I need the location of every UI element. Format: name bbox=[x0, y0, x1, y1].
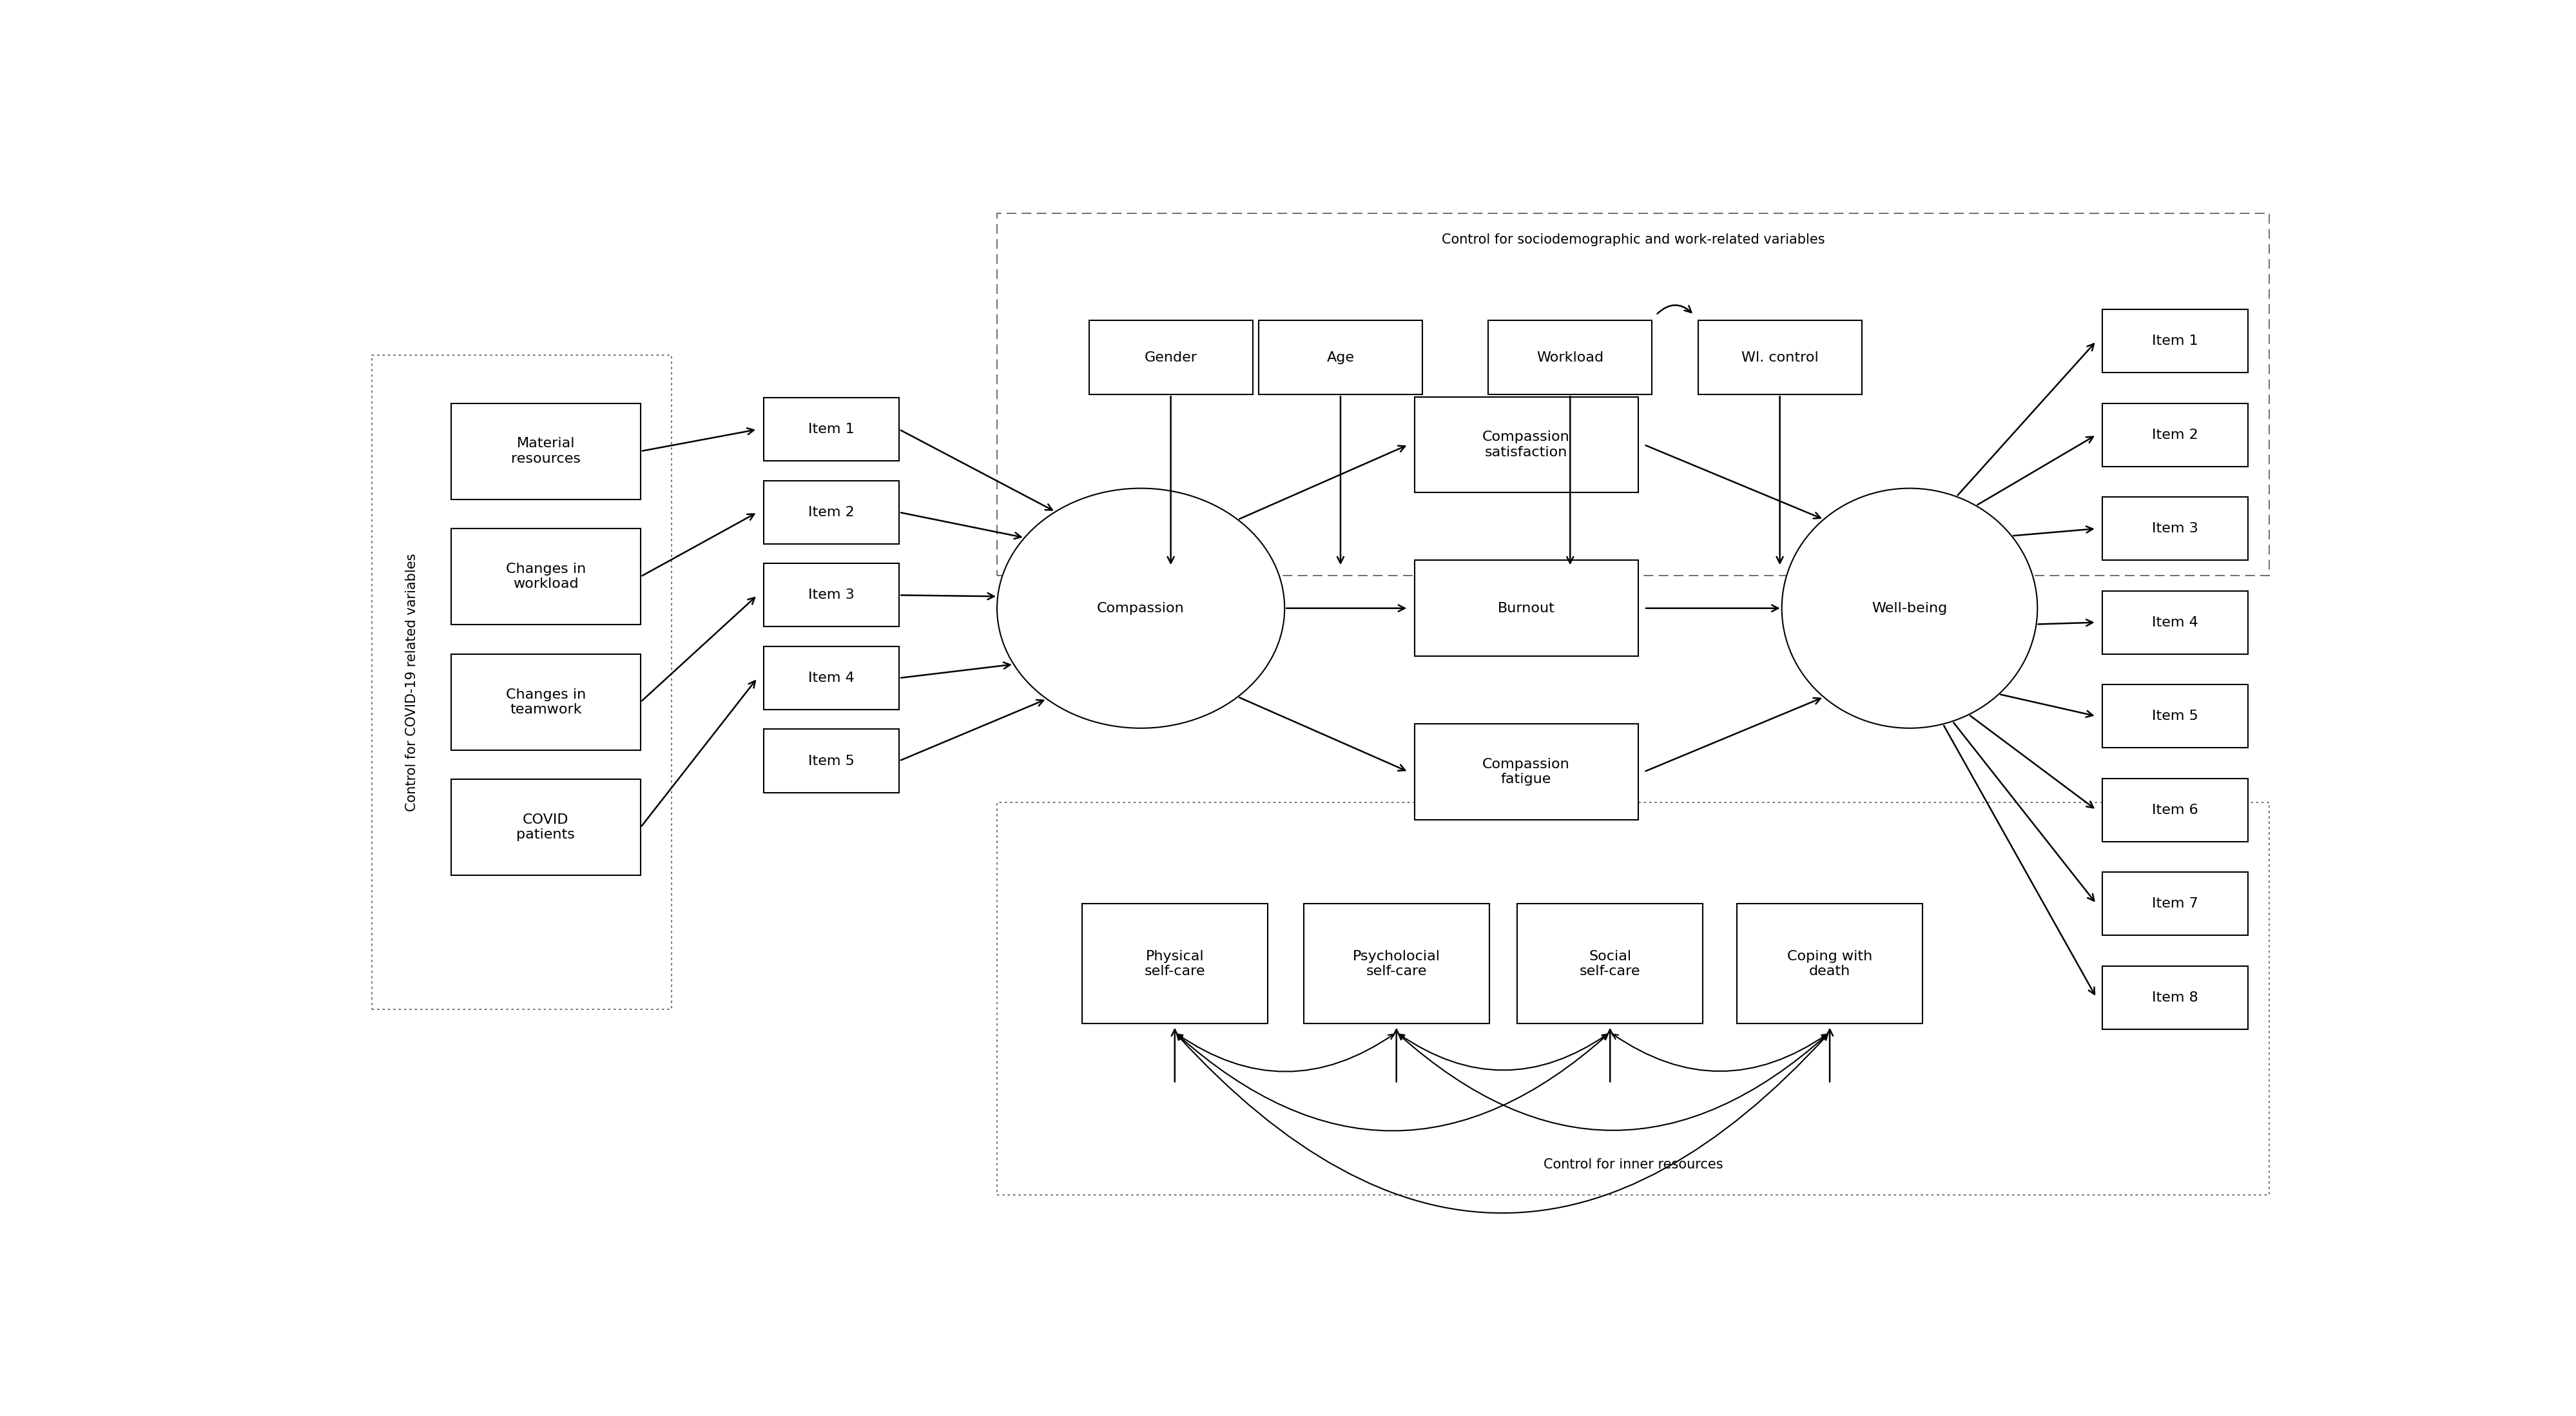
FancyBboxPatch shape bbox=[1736, 903, 1922, 1024]
Text: Item 1: Item 1 bbox=[2151, 334, 2197, 347]
Text: Coping with
death: Coping with death bbox=[1788, 950, 1873, 977]
FancyBboxPatch shape bbox=[1414, 724, 1638, 820]
FancyBboxPatch shape bbox=[2102, 872, 2246, 936]
FancyBboxPatch shape bbox=[2102, 497, 2246, 561]
FancyBboxPatch shape bbox=[2102, 404, 2246, 466]
FancyBboxPatch shape bbox=[2102, 310, 2246, 372]
Text: COVID
patients: COVID patients bbox=[515, 813, 574, 841]
Bar bbox=[997, 803, 2269, 1195]
FancyBboxPatch shape bbox=[451, 779, 641, 875]
Text: Material
resources: Material resources bbox=[510, 438, 580, 464]
Text: Item 2: Item 2 bbox=[809, 506, 855, 518]
FancyBboxPatch shape bbox=[2102, 779, 2246, 841]
Text: Age: Age bbox=[1327, 351, 1355, 364]
Text: Control for inner resources: Control for inner resources bbox=[1543, 1158, 1723, 1171]
FancyBboxPatch shape bbox=[762, 564, 899, 627]
Text: Compassion
fatigue: Compassion fatigue bbox=[1481, 758, 1569, 786]
FancyBboxPatch shape bbox=[762, 480, 899, 544]
FancyBboxPatch shape bbox=[1082, 903, 1267, 1024]
FancyBboxPatch shape bbox=[451, 404, 641, 500]
Text: Item 2: Item 2 bbox=[2151, 429, 2197, 442]
FancyBboxPatch shape bbox=[1517, 903, 1703, 1024]
Bar bbox=[997, 214, 2269, 575]
Text: Social
self-care: Social self-care bbox=[1579, 950, 1641, 977]
Text: Gender: Gender bbox=[1144, 351, 1198, 364]
Text: Item 4: Item 4 bbox=[2151, 616, 2197, 629]
Text: Item 5: Item 5 bbox=[2151, 709, 2197, 722]
Text: Item 5: Item 5 bbox=[809, 755, 855, 767]
Ellipse shape bbox=[1783, 489, 2038, 728]
Text: Item 3: Item 3 bbox=[809, 589, 855, 602]
FancyBboxPatch shape bbox=[1257, 320, 1422, 395]
Text: Item 7: Item 7 bbox=[2151, 898, 2197, 910]
FancyBboxPatch shape bbox=[451, 654, 641, 750]
FancyBboxPatch shape bbox=[1489, 320, 1651, 395]
Text: Compassion
satisfaction: Compassion satisfaction bbox=[1481, 430, 1569, 459]
FancyBboxPatch shape bbox=[451, 528, 641, 624]
FancyBboxPatch shape bbox=[1303, 903, 1489, 1024]
FancyBboxPatch shape bbox=[762, 646, 899, 709]
Text: Well-being: Well-being bbox=[1870, 602, 1947, 615]
Text: Workload: Workload bbox=[1535, 351, 1602, 364]
FancyBboxPatch shape bbox=[762, 398, 899, 462]
Text: Item 6: Item 6 bbox=[2151, 803, 2197, 817]
Text: Item 1: Item 1 bbox=[809, 423, 855, 436]
Text: Item 8: Item 8 bbox=[2151, 991, 2197, 1004]
FancyBboxPatch shape bbox=[762, 729, 899, 793]
Text: Control for COVID-19 related variables: Control for COVID-19 related variables bbox=[404, 554, 417, 811]
Text: Changes in
workload: Changes in workload bbox=[505, 562, 585, 590]
FancyBboxPatch shape bbox=[1090, 320, 1252, 395]
Text: Changes in
teamwork: Changes in teamwork bbox=[505, 688, 585, 716]
FancyBboxPatch shape bbox=[1698, 320, 1862, 395]
FancyBboxPatch shape bbox=[1414, 561, 1638, 656]
Text: Compassion: Compassion bbox=[1097, 602, 1185, 615]
Text: Item 3: Item 3 bbox=[2151, 523, 2197, 535]
FancyBboxPatch shape bbox=[1414, 396, 1638, 493]
FancyBboxPatch shape bbox=[2102, 966, 2246, 1029]
Text: Burnout: Burnout bbox=[1497, 602, 1553, 615]
Bar bbox=[371, 355, 672, 1010]
Text: Control for sociodemographic and work-related variables: Control for sociodemographic and work-re… bbox=[1440, 234, 1824, 246]
FancyBboxPatch shape bbox=[2102, 590, 2246, 654]
Ellipse shape bbox=[997, 489, 1285, 728]
Text: Psycholocial
self-care: Psycholocial self-care bbox=[1352, 950, 1440, 977]
FancyBboxPatch shape bbox=[2102, 684, 2246, 748]
Text: Physical
self-care: Physical self-care bbox=[1144, 950, 1206, 977]
Text: Wl. control: Wl. control bbox=[1741, 351, 1819, 364]
Text: Item 4: Item 4 bbox=[809, 671, 855, 684]
